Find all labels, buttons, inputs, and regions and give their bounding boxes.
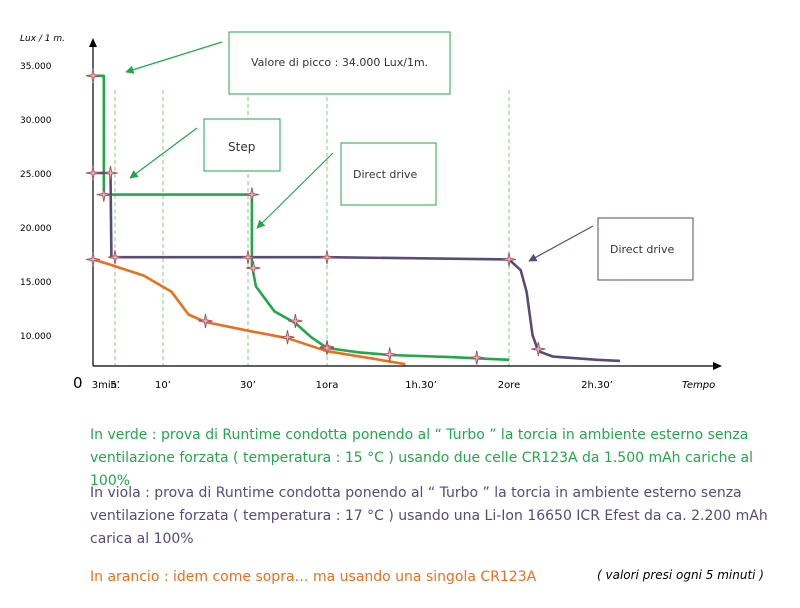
data-point-marker [107,250,123,265]
data-point-marker [85,165,101,181]
annotation-arrow-direct-drive-green [256,152,334,229]
data-point-marker [240,250,256,265]
annotation-arrow-direct-drive-violet [528,225,594,262]
legend-note-orange: In arancio : idem come sopra… ma usando … [90,569,537,585]
data-point-marker [319,340,335,356]
data-point-marker [85,252,101,267]
origin-label: 0 [73,374,83,392]
x-tick-label: 3min. [92,380,120,391]
data-point-marker [85,68,101,83]
x-tick-label: 2ore [498,380,521,391]
y-tick-label: 25.000 [20,170,52,180]
annotation-peak: Valore di picco : 34.000 Lux/1m. [228,31,451,95]
annotation-arrow-peak [125,41,223,74]
y-axis-arrow-icon [89,38,97,47]
data-point-marker [288,313,303,329]
data-point-marker [96,187,111,202]
y-axis-label: Lux / 1 m. [20,34,65,44]
y-tick-label: 15.000 [20,278,52,288]
annotation-arrow-step [129,127,198,179]
annotation-peak-text: Valore di picco : 34.000 Lux/1m. [251,56,428,69]
x-tick-label: 30’ [240,380,256,391]
annotation-direct-drive-green-text: Direct drive [353,168,418,181]
x-tick-label: 5’ [110,380,120,391]
data-point-marker [198,313,213,329]
legend-note-green: In verde : prova di Runtime condotta pon… [90,427,754,489]
data-point-marker [103,165,118,181]
runtime-chart: 10.000 15.000 20.000 25.000 30.000 35.000 3mi… [20,31,722,392]
x-axis-label: Tempo [682,380,715,391]
x-tick-labels: 3min.5’ 10’ 30’ 1ora 1h.30’ 2ore 2h.30’ [92,380,613,391]
series-line-green [93,74,510,362]
annotation-direct-drive-violet-text: Direct drive [610,243,675,256]
x-tick-label: 10’ [155,380,171,391]
y-tick-label: 10.000 [20,332,52,342]
chart-gridlines [114,90,510,366]
annotation-direct-drive-green: Direct drive [340,142,437,206]
data-point-marker [382,347,397,362]
data-point-marker [246,260,261,276]
y-tick-labels: 10.000 15.000 20.000 25.000 30.000 35.000 [20,62,52,342]
data-point-marker [319,250,335,265]
x-tick-label: 1ora [316,380,339,391]
series-line-orange [92,258,406,366]
annotation-step: Step [203,118,281,172]
chart-markers [85,68,546,365]
y-tick-label: 20.000 [20,224,52,234]
y-tick-label: 30.000 [20,116,52,126]
data-point-marker [280,330,295,345]
chart-series [92,74,621,366]
annotation-step-text: Step [228,140,255,154]
x-tick-label: 1h.30’ [405,380,437,391]
chart-axes [89,38,722,370]
y-tick-label: 35.000 [20,62,52,72]
data-point-marker [469,350,484,365]
data-point-marker [501,252,517,267]
x-axis-arrow-icon [713,362,722,370]
data-point-marker [244,187,259,202]
legend-note-violet: In viola : prova di Runtime condotta pon… [90,485,768,547]
annotation-direct-drive-violet: Direct drive [597,217,694,281]
data-point-marker [531,341,546,357]
x-tick-label: 2h.30’ [581,380,613,391]
footnote: ( valori presi ogni 5 minuti ) [597,568,764,582]
